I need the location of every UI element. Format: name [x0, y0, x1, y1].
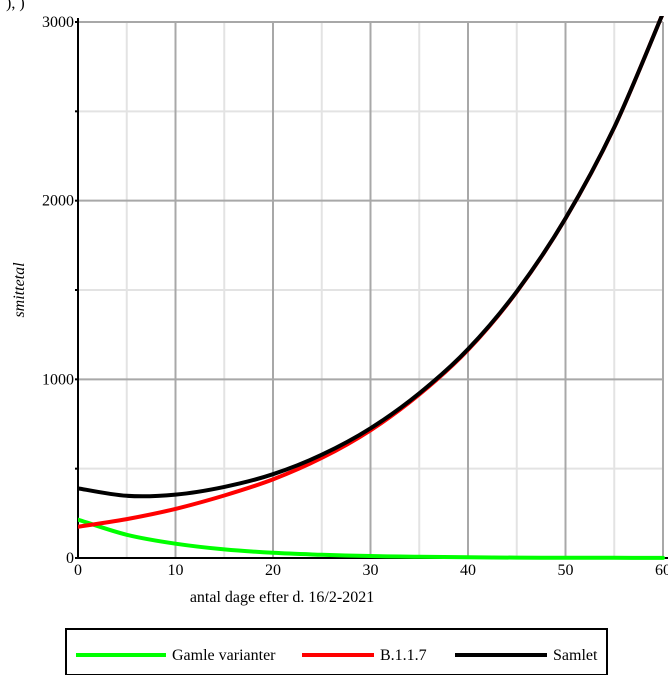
- x-tick-label: 40: [460, 562, 476, 579]
- legend-label-samlet: Samlet: [553, 647, 598, 664]
- x-tick-label: 60: [655, 562, 668, 579]
- y-tick-label: 0: [66, 550, 74, 567]
- y-tick-label: 1000: [42, 371, 74, 388]
- axes: [77, 18, 668, 559]
- x-axis-label: antal dage efter d. 16/2-2021: [190, 589, 374, 606]
- x-tick-label: 20: [265, 562, 281, 579]
- x-tick-label: 50: [558, 562, 574, 579]
- x-tick-label: 30: [363, 562, 379, 579]
- legend: Gamle varianter B.1.1.7 Samlet: [65, 628, 608, 675]
- legend-label-gamle-varianter: Gamle varianter: [172, 647, 276, 664]
- series-lines: [78, 16, 665, 560]
- ticks: 0 10 20 30 40 50 60 0 1000 2000 3000: [42, 14, 668, 579]
- x-tick-label: 0: [74, 562, 82, 579]
- legend-box: [65, 628, 608, 675]
- y-tick-label: 2000: [42, 193, 74, 210]
- grid: [78, 21, 664, 558]
- top-text: ), ): [6, 0, 25, 12]
- y-axis-label: smittetal: [11, 262, 28, 318]
- y-tick-label: 3000: [42, 14, 74, 31]
- x-tick-label: 10: [168, 562, 184, 579]
- legend-label-b117: B.1.1.7: [380, 647, 427, 664]
- series-line-gamle-varianter: [78, 517, 665, 560]
- series-line-samlet: [78, 16, 664, 499]
